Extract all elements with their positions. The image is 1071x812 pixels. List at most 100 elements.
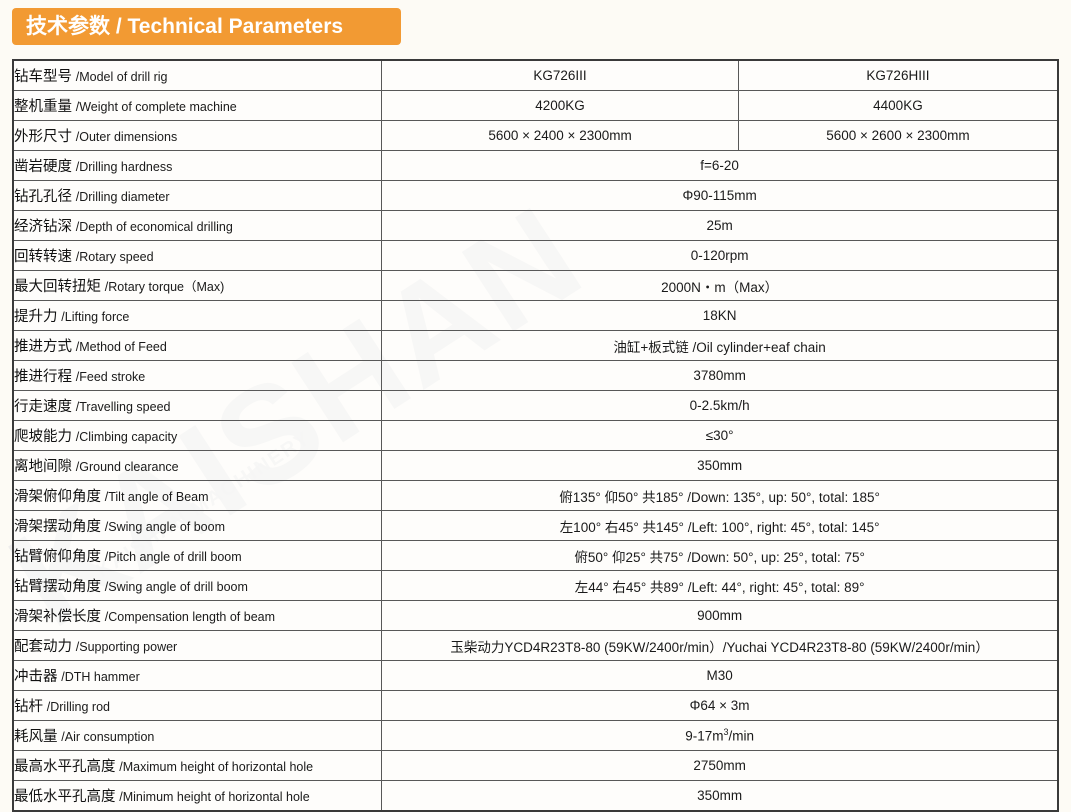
parameter-value-cell: 350mm [381, 780, 1059, 812]
parameter-value-cell-model-1: 5600 × 2400 × 2300mm [381, 120, 739, 151]
parameter-label-cn: 行走速度 [14, 399, 72, 415]
table-row: 外形尺寸 /Outer dimensions 5600 × 2400 × 2300… [12, 120, 1059, 151]
table-row: 提升力 /Lifting force 18KN [12, 300, 1059, 331]
parameter-label-cell: 爬坡能力 /Climbing capacity [12, 420, 383, 451]
table-row: 凿岩硬度 /Drilling hardness f=6-20 [12, 150, 1059, 181]
parameter-label-en: /Drilling rod [46, 700, 110, 714]
parameter-label-cell: 钻臂俯仰角度 /Pitch angle of drill boom [12, 540, 383, 571]
parameter-value-cell: M30 [381, 660, 1059, 691]
parameter-label-en: /Lifting force [61, 310, 130, 324]
parameter-label-cell: 滑架俯仰角度 /Tilt angle of Beam [12, 480, 383, 511]
parameter-label-cn: 提升力 [14, 309, 58, 325]
parameter-label-en: /Supporting power [75, 640, 178, 654]
parameter-value-cell: 油缸+板式链 /Oil cylinder+eaf chain [381, 330, 1059, 361]
parameter-label-en: /Depth of economical drilling [75, 220, 233, 234]
parameter-label-cell: 离地间隙 /Ground clearance [12, 450, 383, 481]
parameter-label-cn: 钻臂俯仰角度 [14, 549, 101, 565]
parameter-label-en: /DTH hammer [61, 670, 140, 684]
parameter-label-cell: 最大回转扭矩 /Rotary torque（Max) [12, 270, 383, 301]
parameter-label-cn: 最大回转扭矩 [14, 279, 101, 295]
parameter-label-cn: 最低水平孔高度 [14, 789, 116, 805]
technical-parameters-table: 钻车型号 /Model of drill rig KG726III KG726HII… [12, 59, 1059, 812]
parameter-label-cn: 滑架摆动角度 [14, 519, 101, 535]
parameter-value-cell-model-2: 5600 × 2600 × 2300mm [737, 120, 1059, 151]
parameter-value-cell-model-2: 4400KG [737, 90, 1059, 121]
table-row: 回转转速 /Rotary speed 0-120rpm [12, 240, 1059, 271]
parameter-label-en: /Swing angle of drill boom [104, 580, 248, 594]
parameter-label-cn: 外形尺寸 [14, 129, 72, 145]
parameter-label-cn: 整机重量 [14, 99, 72, 115]
parameter-value-cell: 0-120rpm [381, 240, 1059, 271]
table-row: 经济钻深 /Depth of economical drilling 25m [12, 210, 1059, 241]
table-row: 爬坡能力 /Climbing capacity ≤30° [12, 420, 1059, 451]
parameter-value-cell: 俯50° 仰25° 共75° /Down: 50°, up: 25°, tota… [381, 540, 1059, 571]
table-row: 整机重量 /Weight of complete machine 4200KG 44… [12, 90, 1059, 121]
parameter-label-en: /Method of Feed [75, 340, 167, 354]
parameter-value-cell: 左44° 右45° 共89° /Left: 44°, right: 45°, t… [381, 570, 1059, 601]
table-row: 滑架摆动角度 /Swing angle of boom 左100° 右45° 共1… [12, 510, 1059, 541]
parameter-value-cell-model-2: KG726HIII [737, 59, 1059, 91]
parameter-label-cell: 最低水平孔高度 /Minimum height of horizontal ho… [12, 780, 383, 812]
parameter-label-en: /Compensation length of beam [104, 610, 276, 624]
parameter-value-cell: 3780mm [381, 360, 1059, 391]
parameter-value-cell: 18KN [381, 300, 1059, 331]
parameter-value-cell: Φ90-115mm [381, 180, 1059, 211]
parameter-label-cell: 钻臂摆动角度 /Swing angle of drill boom [12, 570, 383, 601]
table-row: 钻车型号 /Model of drill rig KG726III KG726HII… [12, 59, 1059, 91]
table-row: 最大回转扭矩 /Rotary torque（Max) 2000N・m（Max） [12, 270, 1059, 301]
table-row: 钻臂俯仰角度 /Pitch angle of drill boom 俯50° 仰2… [12, 540, 1059, 571]
parameter-label-cn: 经济钻深 [14, 219, 72, 235]
parameter-label-cn: 钻杆 [14, 699, 43, 715]
parameter-label-en: /Model of drill rig [75, 70, 168, 84]
parameter-label-cell: 整机重量 /Weight of complete machine [12, 90, 383, 121]
parameter-value-cell-model-1: 4200KG [381, 90, 739, 121]
table-row: 钻臂摆动角度 /Swing angle of drill boom 左44° 右4… [12, 570, 1059, 601]
parameter-label-cn: 钻孔孔径 [14, 189, 72, 205]
section-header-banner: 技术参数 / Technical Parameters [12, 8, 401, 45]
parameter-value-cell: 2000N・m（Max） [381, 270, 1059, 301]
parameter-label-cn: 钻车型号 [14, 69, 72, 85]
parameter-label-cell: 钻车型号 /Model of drill rig [12, 59, 383, 91]
parameter-label-cn: 滑架补偿长度 [14, 609, 101, 625]
parameter-label-cell: 行走速度 /Travelling speed [12, 390, 383, 421]
parameter-label-cell: 提升力 /Lifting force [12, 300, 383, 331]
parameter-label-cell: 回转转速 /Rotary speed [12, 240, 383, 271]
table-row: 耗风量 /Air consumption 9-17m3/min [12, 720, 1059, 751]
table-body: 钻车型号 /Model of drill rig KG726III KG726HII… [12, 59, 1059, 812]
parameter-label-cn: 回转转速 [14, 249, 72, 265]
parameter-label-en: /Tilt angle of Beam [104, 490, 209, 504]
technical-parameters-table-container: 钻车型号 /Model of drill rig KG726III KG726HII… [12, 59, 1059, 812]
parameter-label-en: /Minimum height of horizontal hole [119, 790, 310, 804]
parameter-label-cell: 凿岩硬度 /Drilling hardness [12, 150, 383, 181]
table-row: 最高水平孔高度 /Maximum height of horizontal ho… [12, 750, 1059, 781]
parameter-label-en: /Feed stroke [75, 370, 146, 384]
parameter-label-cn: 滑架俯仰角度 [14, 489, 101, 505]
parameter-label-en: /Climbing capacity [75, 430, 178, 444]
parameter-label-cn: 离地间隙 [14, 459, 72, 475]
parameter-label-cn: 推进行程 [14, 369, 72, 385]
parameter-label-cell: 推进行程 /Feed stroke [12, 360, 383, 391]
parameter-label-en: /Rotary torque（Max) [104, 280, 225, 294]
parameter-label-en: /Ground clearance [75, 460, 179, 474]
parameter-value-cell: ≤30° [381, 420, 1059, 451]
parameter-label-en: /Outer dimensions [75, 130, 178, 144]
parameter-value-cell: f=6-20 [381, 150, 1059, 181]
parameter-label-cn: 耗风量 [14, 729, 58, 745]
parameter-label-en: /Weight of complete machine [75, 100, 237, 114]
parameter-label-en: /Swing angle of boom [104, 520, 225, 534]
parameter-value-cell: 俯135° 仰50° 共185° /Down: 135°, up: 50°, t… [381, 480, 1059, 511]
table-row: 滑架补偿长度 /Compensation length of beam 900mm [12, 600, 1059, 631]
table-row: 钻孔孔径 /Drilling diameter Φ90-115mm [12, 180, 1059, 211]
parameter-label-cell: 配套动力 /Supporting power [12, 630, 383, 661]
parameter-label-cell: 最高水平孔高度 /Maximum height of horizontal ho… [12, 750, 383, 781]
table-row: 滑架俯仰角度 /Tilt angle of Beam 俯135° 仰50° 共18… [12, 480, 1059, 511]
parameter-label-cell: 外形尺寸 /Outer dimensions [12, 120, 383, 151]
parameter-label-cell: 经济钻深 /Depth of economical drilling [12, 210, 383, 241]
parameter-value-cell: 350mm [381, 450, 1059, 481]
parameter-value-cell: 9-17m3/min [381, 720, 1059, 751]
parameter-value-cell: 0-2.5km/h [381, 390, 1059, 421]
table-row: 行走速度 /Travelling speed 0-2.5km/h [12, 390, 1059, 421]
parameter-label-cell: 钻孔孔径 /Drilling diameter [12, 180, 383, 211]
parameter-label-cn: 爬坡能力 [14, 429, 72, 445]
parameter-label-cn: 钻臂摆动角度 [14, 579, 101, 595]
